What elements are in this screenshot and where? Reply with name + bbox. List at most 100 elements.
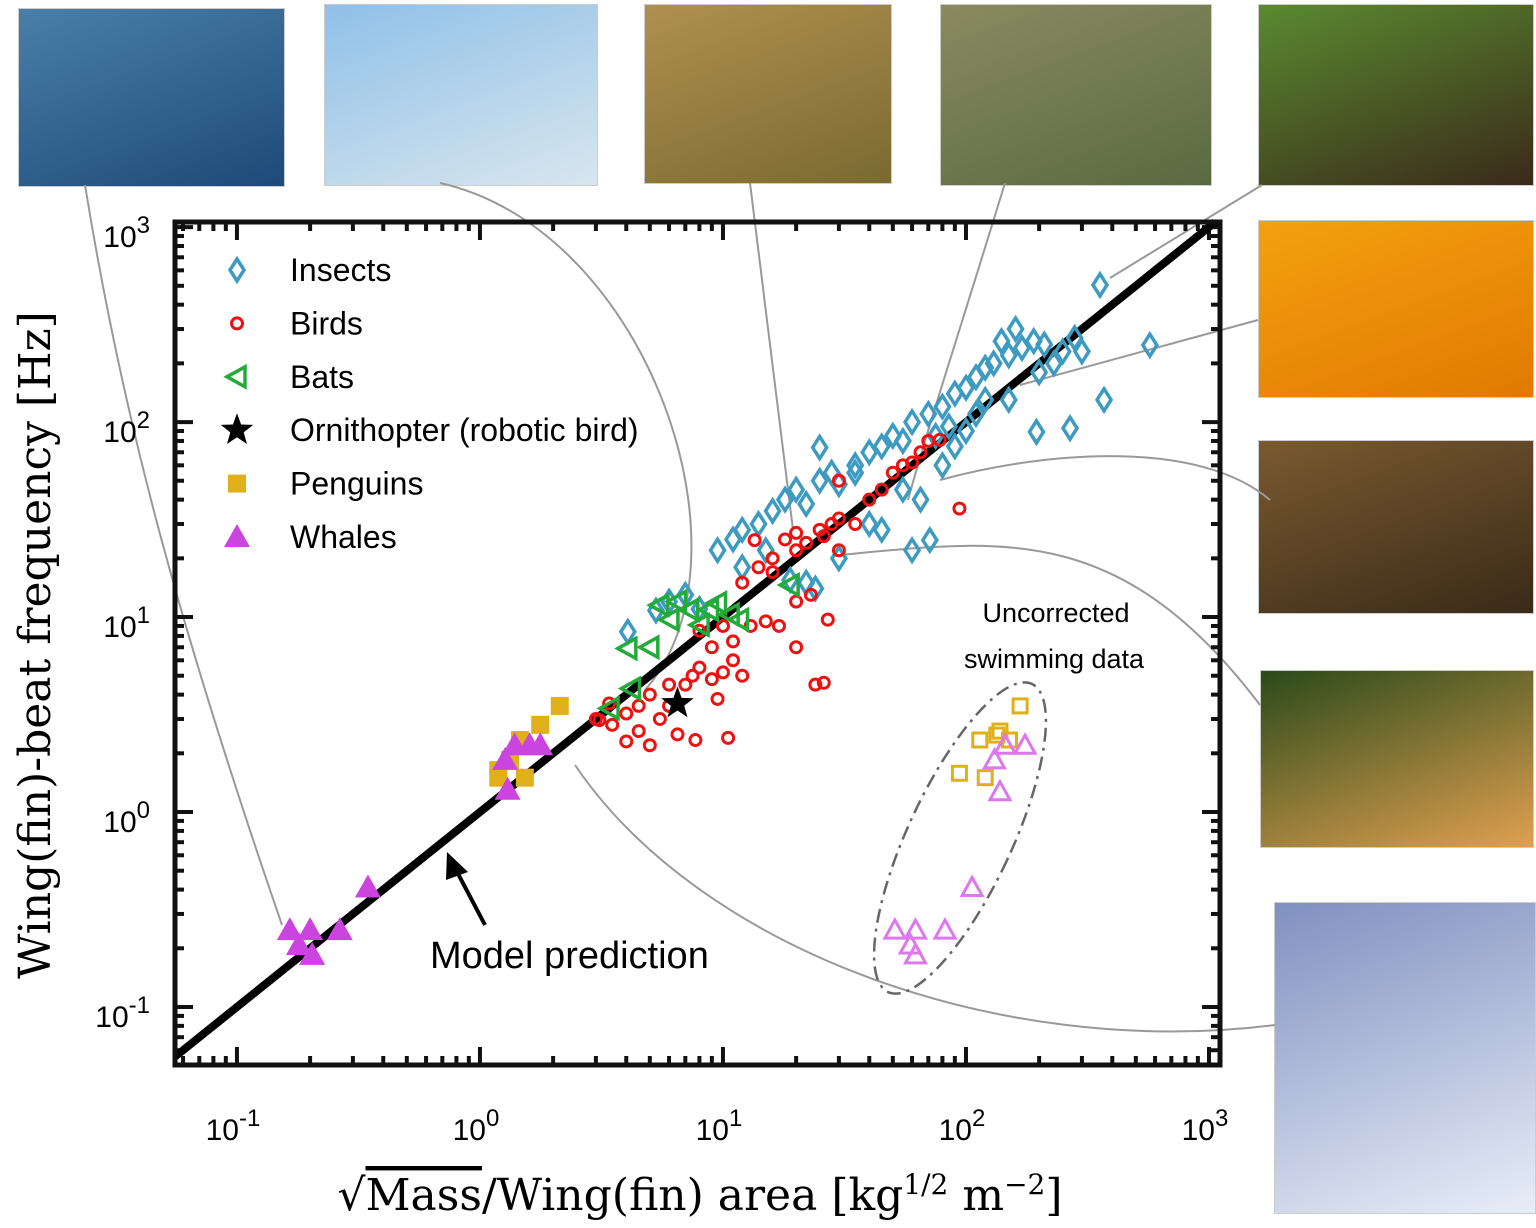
data-point <box>992 326 1011 356</box>
connector-line <box>1109 184 1263 279</box>
data-point <box>531 715 550 734</box>
data-point <box>797 489 816 519</box>
data-point <box>735 668 750 683</box>
data-points <box>276 270 1159 965</box>
data-point <box>966 399 986 429</box>
data-point <box>704 672 719 687</box>
data-point <box>992 732 1018 755</box>
data-point <box>550 696 569 715</box>
data-point <box>956 416 976 446</box>
legend-marker-icon <box>220 413 254 444</box>
data-point <box>945 432 964 461</box>
data-point <box>715 618 730 633</box>
data-point <box>820 612 835 627</box>
data-point <box>726 634 741 649</box>
legend-label: Birds <box>290 305 363 341</box>
data-point <box>1030 358 1049 387</box>
data-point <box>763 496 782 526</box>
data-point <box>636 634 660 661</box>
data-point <box>725 606 750 633</box>
uncorrected-label-line1: Uncorrected <box>982 598 1129 628</box>
data-point <box>810 466 829 496</box>
data-point <box>959 874 985 898</box>
data-point <box>987 778 1013 802</box>
connector-line <box>907 182 1006 501</box>
data-point <box>619 706 634 721</box>
data-point <box>787 475 806 504</box>
data-point <box>1060 413 1080 443</box>
data-point <box>652 711 667 726</box>
model-prediction-label: Model prediction <box>430 935 709 977</box>
data-point <box>893 426 912 456</box>
data-point <box>1024 326 1043 356</box>
legend: Insects Birds Bats Ornithopter (robotic bir… <box>220 252 639 555</box>
x-tick-label: 100 <box>453 1105 500 1147</box>
data-point <box>860 509 879 539</box>
x-axis-label: √Mass/Wing(fin) area [kg1/2 m−2] <box>337 1168 1062 1221</box>
data-point <box>749 509 768 539</box>
data-point <box>617 675 642 702</box>
data-point <box>751 560 766 575</box>
data-point <box>860 438 879 467</box>
x-tick-label: 10-1 <box>206 1105 261 1147</box>
data-point <box>299 941 326 965</box>
data-point <box>976 769 994 787</box>
data-point <box>976 353 995 382</box>
data-point <box>661 686 694 718</box>
data-point <box>803 587 818 602</box>
data-point <box>848 517 863 532</box>
data-point <box>765 551 780 566</box>
data-point <box>816 529 831 544</box>
data-point <box>771 618 786 633</box>
data-point <box>902 916 929 940</box>
data-point <box>758 614 773 629</box>
data-point <box>642 687 657 702</box>
data-point <box>685 668 700 683</box>
data-point <box>789 543 804 558</box>
data-point <box>276 917 303 941</box>
data-point <box>885 465 900 480</box>
data-point <box>1035 330 1054 359</box>
data-point <box>776 572 800 598</box>
data-point <box>631 698 646 713</box>
legend-item: Birds <box>230 305 363 341</box>
data-point <box>656 606 680 633</box>
arrow-icon <box>446 852 487 926</box>
legend-marker-icon <box>230 316 244 331</box>
uncorrected-ellipse <box>872 681 1048 995</box>
model-prediction-line <box>172 218 1218 1060</box>
y-tick-label: 102 <box>103 407 150 449</box>
data-point <box>846 451 865 480</box>
data-point <box>933 392 952 421</box>
beetle-photo <box>1258 440 1534 614</box>
data-point <box>932 432 947 447</box>
data-point <box>956 373 976 402</box>
data-point <box>1044 349 1063 378</box>
data-point <box>991 722 1009 740</box>
data-point <box>297 917 324 941</box>
data-point <box>708 536 727 565</box>
data-point <box>1094 385 1114 415</box>
data-point <box>926 421 945 451</box>
connector-line <box>439 182 693 691</box>
data-point <box>939 412 958 441</box>
data-point <box>984 349 1003 378</box>
legend-marker-icon <box>228 474 246 493</box>
data-point <box>999 385 1018 415</box>
series-insects <box>618 270 1159 647</box>
data-point <box>1053 337 1072 366</box>
data-point <box>326 917 353 941</box>
data-point <box>592 713 607 728</box>
data-point <box>688 733 703 748</box>
y-tick-label: 101 <box>103 602 150 644</box>
data-point <box>882 916 908 940</box>
data-point <box>704 640 719 655</box>
data-point <box>913 445 928 460</box>
legend-item: Insects <box>227 252 391 288</box>
data-point <box>778 532 793 547</box>
legend-item: Whales <box>224 519 397 555</box>
uncorrected-label-line2: swimming data <box>964 644 1145 674</box>
data-point <box>686 612 710 638</box>
y-tick-label: 10-1 <box>95 992 150 1034</box>
data-point <box>950 764 968 782</box>
